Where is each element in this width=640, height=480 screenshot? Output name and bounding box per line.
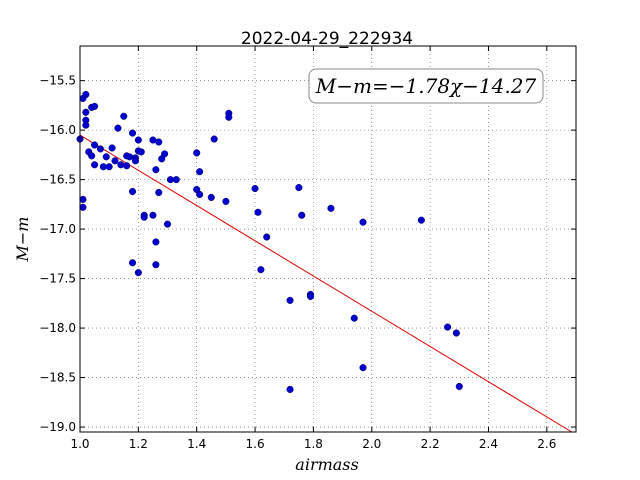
fit-line-group [79, 134, 572, 433]
equation-box-frame [308, 68, 544, 104]
x-tick-label: 1.8 [304, 437, 323, 451]
y-tick-label: −19.0 [39, 420, 76, 434]
data-points [76, 90, 463, 393]
x-tick-label: 2.6 [537, 437, 556, 451]
equation-box: M−m=−1.78χ−14.27 [308, 68, 544, 104]
y-tick-label: −16.0 [39, 123, 76, 137]
data-point [417, 216, 425, 224]
data-point [359, 364, 367, 372]
x-tick-label: 1.2 [129, 437, 148, 451]
data-point [295, 183, 303, 192]
data-point [82, 108, 90, 116]
data-point [126, 153, 134, 161]
y-tick-label: −17.5 [39, 272, 76, 286]
data-point [193, 149, 201, 157]
x-tick-label: 2.2 [421, 437, 440, 451]
data-point [102, 153, 110, 161]
data-point [196, 168, 204, 176]
data-point [140, 213, 148, 221]
data-point [117, 161, 125, 169]
fit-line [79, 134, 572, 433]
fit-equation: M−m=−1.78χ−14.27 [315, 74, 537, 98]
data-point [306, 292, 315, 300]
data-point [123, 162, 131, 170]
x-tick-label: 2.0 [362, 437, 381, 451]
data-point [152, 261, 160, 269]
data-point [131, 157, 139, 165]
data-point [79, 195, 87, 203]
data-point [152, 166, 160, 174]
data-point [79, 203, 87, 211]
plot-frame [79, 45, 577, 433]
data-point [105, 163, 113, 171]
data-point [172, 176, 180, 184]
data-point [88, 152, 96, 160]
data-point [222, 197, 230, 205]
x-tick-label: 1.0 [70, 437, 89, 451]
chart-title: 2022-04-29_222934 [241, 29, 413, 49]
data-point [128, 259, 137, 267]
data-point [254, 208, 262, 216]
data-point [286, 385, 294, 393]
data-point [257, 266, 265, 274]
x-axis-label: airmass [295, 455, 358, 474]
data-point [91, 102, 99, 110]
y-tick-label: −18.5 [39, 371, 76, 385]
x-tick-label: 1.6 [246, 437, 265, 451]
data-point [91, 161, 99, 169]
data-point [298, 211, 306, 219]
data-point [210, 135, 218, 143]
x-tick-label: 1.4 [187, 437, 206, 451]
data-point [82, 121, 90, 129]
y-tick-label: −17.0 [39, 222, 76, 236]
data-point [155, 188, 163, 197]
data-point [350, 314, 358, 322]
data-point [137, 148, 145, 156]
data-point [155, 138, 163, 146]
data-point [149, 211, 157, 219]
data-point [163, 220, 172, 228]
y-axis-ticks: −15.5 −16.0 −16.5 −17.0 −17.5 −18.0 −18.5 −19.0 [39, 74, 576, 434]
data-point [120, 112, 128, 120]
data-point [455, 382, 463, 391]
data-point [134, 269, 142, 277]
data-point [263, 233, 271, 241]
data-point [82, 90, 90, 99]
data-point [128, 187, 137, 196]
data-point [108, 144, 116, 152]
data-point [134, 136, 142, 144]
gridlines [80, 46, 576, 432]
x-axis-ticks: 1.0 1.2 1.4 1.6 1.8 2.0 2.2 2.4 2.6 [70, 46, 556, 451]
data-point [128, 129, 137, 137]
data-point [196, 190, 204, 199]
data-point [359, 218, 367, 226]
data-point [251, 184, 259, 193]
y-axis-label: M−m [13, 217, 32, 263]
data-point [114, 124, 122, 132]
data-point [327, 204, 335, 212]
y-tick-label: −18.0 [39, 321, 76, 335]
data-point [444, 323, 452, 331]
data-point [225, 113, 233, 121]
data-point [286, 296, 294, 304]
data-point [452, 329, 460, 337]
y-tick-label: −16.5 [39, 173, 76, 187]
data-point [161, 150, 169, 158]
data-point [96, 145, 104, 153]
data-point [111, 157, 119, 165]
data-point [207, 193, 215, 201]
x-tick-label: 2.4 [479, 437, 498, 451]
data-point [91, 141, 99, 149]
y-tick-label: −15.5 [39, 74, 76, 88]
data-point [152, 238, 160, 246]
